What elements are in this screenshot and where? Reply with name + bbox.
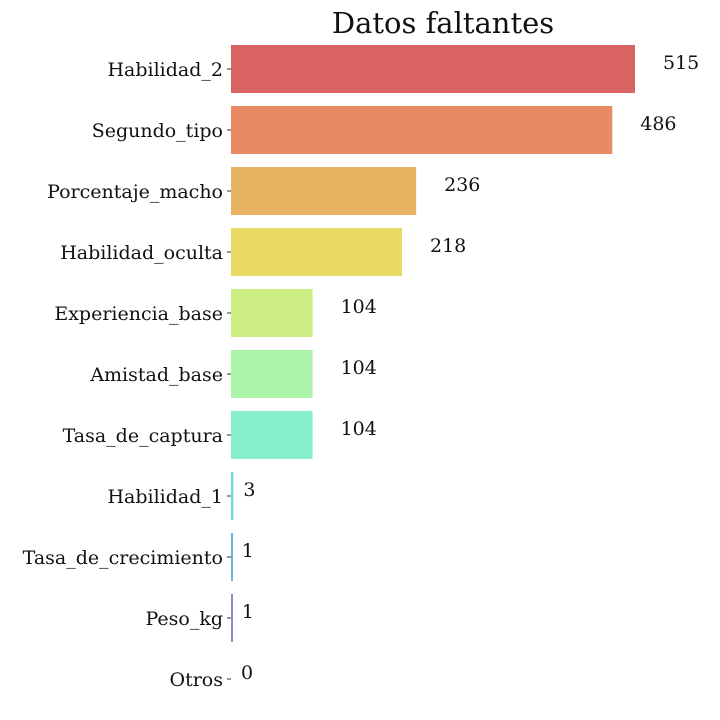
value-label: 1 — [242, 540, 254, 562]
value-label: 486 — [640, 113, 676, 135]
value-label: 3 — [243, 479, 255, 501]
value-label: 1 — [242, 601, 254, 623]
chart-title: Datos faltantes — [332, 6, 554, 40]
value-label: 515 — [663, 52, 699, 74]
category-label: Experiencia_base — [54, 303, 223, 325]
category-label: Tasa_de_crecimiento — [23, 547, 223, 569]
value-label: 218 — [430, 235, 466, 257]
bar-tasa-de-crecimiento — [231, 533, 233, 581]
category-label: Peso_kg — [145, 608, 223, 630]
category-label: Amistad_base — [89, 364, 223, 386]
bar-experiencia-base — [231, 289, 313, 337]
bar-amistad-base — [231, 350, 313, 398]
value-label: 0 — [241, 662, 253, 684]
bar-habilidad-2 — [231, 45, 635, 93]
category-label: Habilidad_oculta — [60, 242, 223, 264]
category-label: Segundo_tipo — [92, 120, 223, 142]
bar-habilidad-oculta — [231, 228, 403, 276]
category-label: Tasa_de_captura — [63, 425, 223, 447]
bar-porcentaje-macho — [231, 167, 417, 215]
category-label: Habilidad_1 — [107, 486, 223, 508]
value-label: 236 — [444, 174, 480, 196]
bar-peso-kg — [231, 594, 233, 642]
category-label: Porcentaje_macho — [47, 181, 223, 203]
category-label: Otros — [170, 669, 223, 691]
value-label: 104 — [341, 418, 377, 440]
value-label: 104 — [341, 357, 377, 379]
bar-tasa-de-captura — [231, 411, 313, 459]
bar-habilidad-1 — [231, 472, 234, 520]
value-label: 104 — [341, 296, 377, 318]
category-label: Habilidad_2 — [107, 59, 223, 81]
bar-segundo-tipo — [231, 106, 613, 154]
bars-group: Habilidad_2 515 Segundo_tipo 486 Porcentaje_… — [23, 45, 699, 691]
